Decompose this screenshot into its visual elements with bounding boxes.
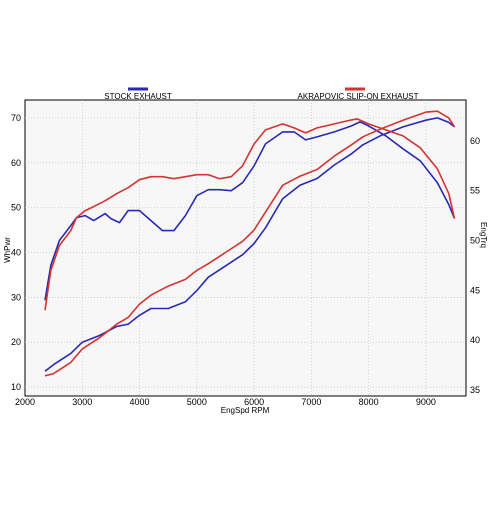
y-left-tick-label: 30	[11, 292, 21, 302]
legend-akrapovic-label: AKRAPOVIC SLIP-ON EXHAUST	[298, 92, 419, 101]
x-tick-label: 6000	[244, 397, 264, 407]
plot-area	[24, 99, 467, 397]
y-right-tick-label: 35	[470, 385, 480, 395]
y-left-axis-title: WhPwr	[3, 237, 12, 263]
series-layer	[44, 110, 456, 377]
x-axis-title: EngSpd RPM	[221, 406, 270, 415]
y-right-tick-label: 40	[470, 335, 480, 345]
x-tick-label: 8000	[359, 397, 379, 407]
akrapovic-power-line	[44, 110, 456, 377]
y-right-tick-label: 55	[470, 186, 480, 196]
x-tick-label: 9000	[416, 397, 436, 407]
y-right-axis-title: EngTrq	[479, 222, 488, 248]
x-tick-label: 7000	[301, 397, 321, 407]
y-left-tick-label: 70	[11, 113, 21, 123]
tick-layer: 2000 3000 4000 5000 6000 7000 8000 9000 10 20 30 40…	[11, 113, 480, 407]
y-left-tick-label: 40	[11, 247, 21, 257]
y-left-tick-label: 10	[11, 382, 21, 392]
grid-layer	[25, 100, 466, 396]
x-tick-label: 4000	[130, 397, 150, 407]
y-right-tick-label: 60	[470, 136, 480, 146]
y-left-tick-label: 50	[11, 203, 21, 213]
legend: STOCK EXHAUST AKRAPOVIC SLIP-ON EXHAUST	[104, 87, 419, 101]
x-tick-label: 2000	[15, 397, 35, 407]
x-tick-label: 3000	[72, 397, 92, 407]
y-right-tick-label: 45	[470, 285, 480, 295]
legend-stock-label: STOCK EXHAUST	[104, 92, 172, 101]
stock-torque-line	[44, 121, 456, 301]
y-right-tick-label: 50	[470, 236, 480, 246]
x-tick-label: 5000	[187, 397, 207, 407]
y-left-tick-label: 20	[11, 337, 21, 347]
akrapovic-torque-line	[44, 118, 456, 311]
y-left-tick-label: 60	[11, 158, 21, 168]
